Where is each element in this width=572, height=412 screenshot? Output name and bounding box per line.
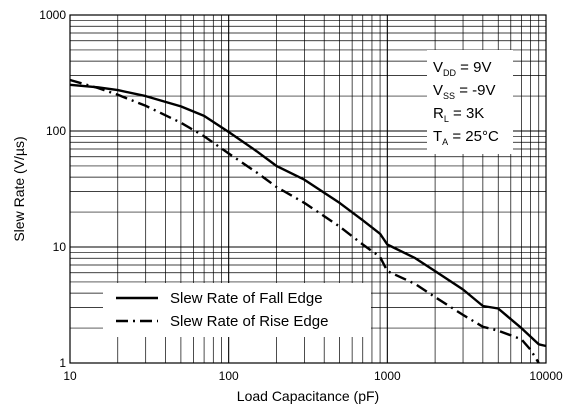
x-tick-label: 10 [63,369,77,383]
y-tick-label: 1 [59,356,66,370]
test-condition-line: RL = 3K [433,105,484,124]
legend-label-rise-edge: Slew Rate of Rise Edge [170,313,328,330]
y-tick-label: 100 [46,124,66,138]
y-axis-title: Slew Rate (V/µs) [11,136,27,241]
series-line-fall-edge [69,83,547,348]
legend-label-fall-edge: Slew Rate of Fall Edge [170,290,323,307]
x-axis-title: Load Capacitance (pF) [237,388,379,404]
legend-box [103,283,371,337]
test-condition-line: VDD = 9V [433,59,491,78]
x-tick-label: 1000 [374,369,401,383]
test-conditions-box: VDD = 9V VSS = -9V RL = 3K TA = 25°C [427,50,513,154]
series-lines [69,78,547,364]
x-tick-label: 100 [219,369,239,383]
x-tick-label: 10000 [529,369,563,383]
series-line-rise-edge [69,78,540,364]
test-condition-line: TA = 25°C [433,128,499,147]
test-condition-line: VSS = -9V [433,82,495,101]
test-conditions-background [427,50,513,154]
y-tick-label: 1000 [39,8,66,22]
plot-frame [69,14,547,364]
legend: Slew Rate of Fall Edge Slew Rate of Rise… [103,283,371,337]
y-tick-label: 10 [53,240,67,254]
